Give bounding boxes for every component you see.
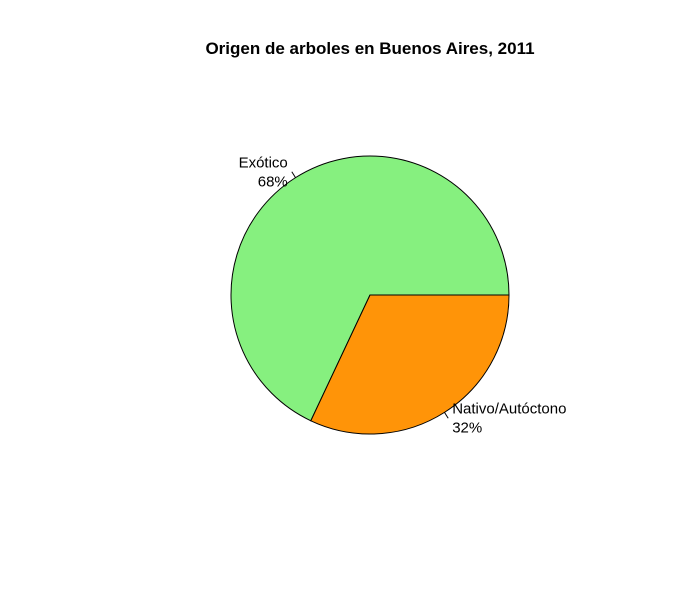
pie-slice-label-1: Exótico: [239, 154, 288, 171]
pie-slice-percent-2: 32%: [452, 420, 482, 437]
pie-labels: Exótico 68% Nativo/Autóctono 32%: [239, 154, 567, 436]
pie-slice-1: [230, 155, 510, 422]
chart-title: Origen de arboles en Buenos Aires, 2011: [205, 39, 534, 58]
pie-slice-2: [310, 294, 510, 435]
pie-label-tick-1: [291, 171, 296, 178]
pie-slice-label-2: Nativo/Autóctono: [452, 401, 566, 418]
pie-slice-percent-1: 68%: [258, 173, 288, 190]
pie-label-tick-2: [444, 412, 449, 419]
pie-slices: [230, 155, 510, 435]
